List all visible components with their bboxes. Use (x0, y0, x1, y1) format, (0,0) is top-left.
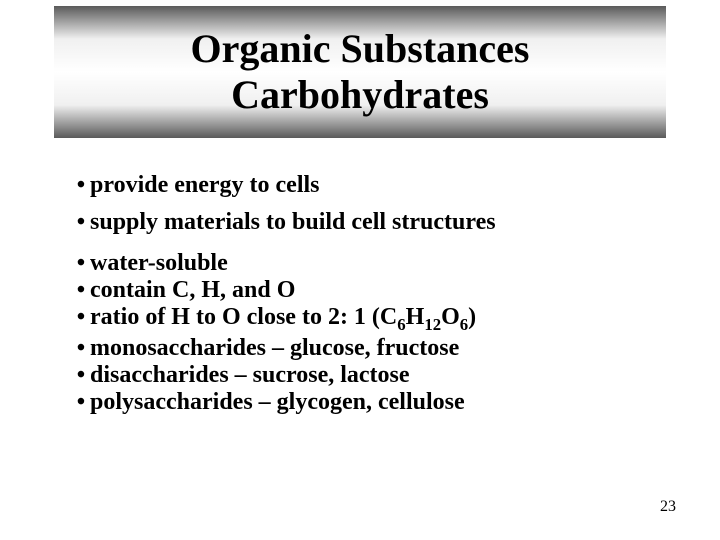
title-box: Organic Substances Carbohydrates (54, 6, 666, 138)
bullet-dot-icon: • (72, 362, 90, 389)
title-line-1: Organic Substances (191, 26, 530, 71)
bullet-text: supply materials to build cell structure… (90, 209, 496, 236)
slide: Organic Substances Carbohydrates •provid… (0, 0, 720, 540)
bullet-item: •contain C, H, and O (72, 277, 496, 304)
bullet-text: ratio of H to O close to 2: 1 (C6H12O6) (90, 304, 476, 335)
title-text: Organic Substances Carbohydrates (191, 26, 530, 118)
bullet-dot-icon: • (72, 250, 90, 277)
bullet-item: •monosaccharides – glucose, fructose (72, 335, 496, 362)
bullet-item: •provide energy to cells (72, 172, 496, 199)
bullet-dot-icon: • (72, 209, 90, 236)
bullet-text: monosaccharides – glucose, fructose (90, 335, 459, 362)
bullet-text: polysaccharides – glycogen, cellulose (90, 389, 465, 416)
bullet-item: •supply materials to build cell structur… (72, 209, 496, 236)
bullet-text: provide energy to cells (90, 172, 320, 199)
bullet-item: •water-soluble (72, 250, 496, 277)
bullet-list: •provide energy to cells•supply material… (72, 172, 496, 416)
title-line-2: Carbohydrates (231, 72, 489, 117)
bullet-text: contain C, H, and O (90, 277, 295, 304)
bullet-text: water-soluble (90, 250, 228, 277)
page-number: 23 (660, 498, 676, 516)
bullet-dot-icon: • (72, 277, 90, 304)
bullet-item: •polysaccharides – glycogen, cellulose (72, 389, 496, 416)
bullet-dot-icon: • (72, 389, 90, 416)
bullet-item: •disaccharides – sucrose, lactose (72, 362, 496, 389)
bullet-dot-icon: • (72, 304, 90, 331)
bullet-dot-icon: • (72, 335, 90, 362)
bullet-dot-icon: • (72, 172, 90, 199)
bullet-item: •ratio of H to O close to 2: 1 (C6H12O6) (72, 304, 496, 335)
bullet-text: disaccharides – sucrose, lactose (90, 362, 410, 389)
